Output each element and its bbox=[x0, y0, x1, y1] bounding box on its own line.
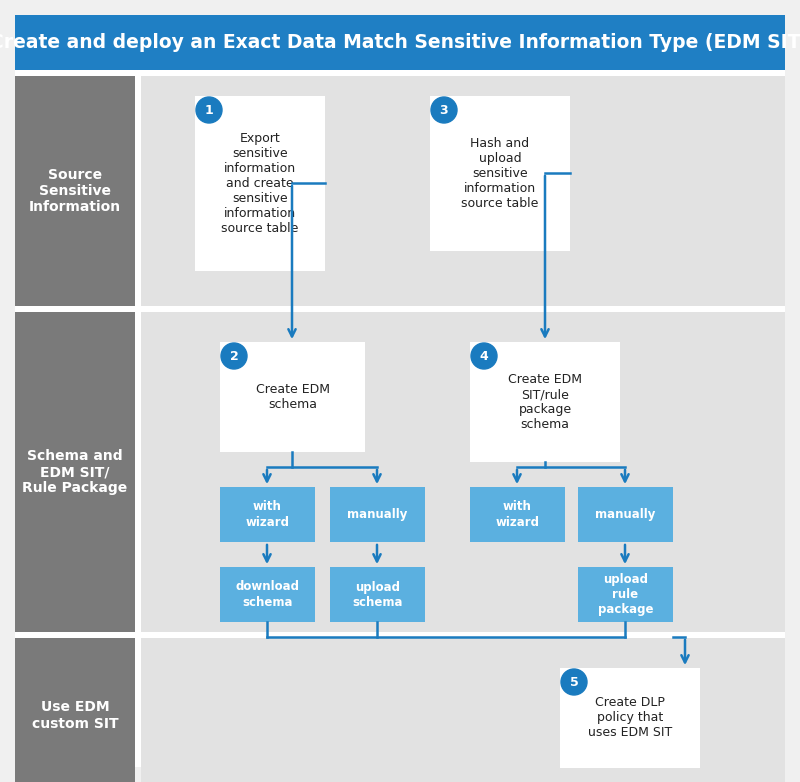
Bar bbox=[141, 76, 785, 306]
Text: upload
rule
package: upload rule package bbox=[598, 573, 654, 616]
Text: 3: 3 bbox=[440, 103, 448, 117]
Bar bbox=[220, 567, 315, 622]
Text: Use EDM
custom SIT: Use EDM custom SIT bbox=[32, 701, 118, 730]
Circle shape bbox=[221, 343, 247, 369]
Circle shape bbox=[431, 97, 457, 123]
Bar bbox=[470, 487, 565, 542]
Bar bbox=[220, 487, 315, 542]
Text: 4: 4 bbox=[480, 350, 488, 363]
Text: manually: manually bbox=[347, 508, 408, 521]
Circle shape bbox=[196, 97, 222, 123]
Text: 5: 5 bbox=[570, 676, 578, 688]
Text: 2: 2 bbox=[230, 350, 238, 363]
Text: with
wizard: with wizard bbox=[495, 500, 539, 529]
Circle shape bbox=[471, 343, 497, 369]
Circle shape bbox=[561, 669, 587, 695]
Text: Create DLP
policy that
uses EDM SIT: Create DLP policy that uses EDM SIT bbox=[588, 697, 672, 740]
Text: with
wizard: with wizard bbox=[246, 500, 290, 529]
Bar bbox=[141, 638, 785, 782]
Bar bbox=[578, 487, 673, 542]
Text: download
schema: download schema bbox=[235, 580, 299, 608]
Bar bbox=[15, 312, 135, 632]
Text: Create EDM
schema: Create EDM schema bbox=[255, 383, 330, 411]
Text: manually: manually bbox=[595, 508, 656, 521]
Bar bbox=[141, 312, 785, 632]
Text: Source
Sensitive
Information: Source Sensitive Information bbox=[29, 168, 121, 214]
Bar bbox=[330, 487, 425, 542]
Text: upload
schema: upload schema bbox=[352, 580, 402, 608]
Text: Schema and
EDM SIT/
Rule Package: Schema and EDM SIT/ Rule Package bbox=[22, 449, 128, 495]
Bar bbox=[470, 342, 620, 462]
Bar bbox=[15, 15, 785, 70]
Text: Export
sensitive
information
and create
sensitive
information
source table: Export sensitive information and create … bbox=[222, 132, 298, 235]
Bar bbox=[430, 96, 570, 251]
Text: Hash and
upload
sensitive
information
source table: Hash and upload sensitive information so… bbox=[462, 137, 538, 210]
Bar bbox=[578, 567, 673, 622]
Bar bbox=[330, 567, 425, 622]
Bar bbox=[220, 342, 365, 452]
Text: Create EDM
SIT/rule
package
schema: Create EDM SIT/rule package schema bbox=[508, 373, 582, 431]
Bar bbox=[560, 668, 700, 768]
Bar bbox=[15, 76, 135, 306]
Text: Create and deploy an Exact Data Match Sensitive Information Type (EDM SIT): Create and deploy an Exact Data Match Se… bbox=[0, 33, 800, 52]
Bar bbox=[15, 638, 135, 782]
Text: 1: 1 bbox=[205, 103, 214, 117]
Bar bbox=[195, 96, 325, 271]
